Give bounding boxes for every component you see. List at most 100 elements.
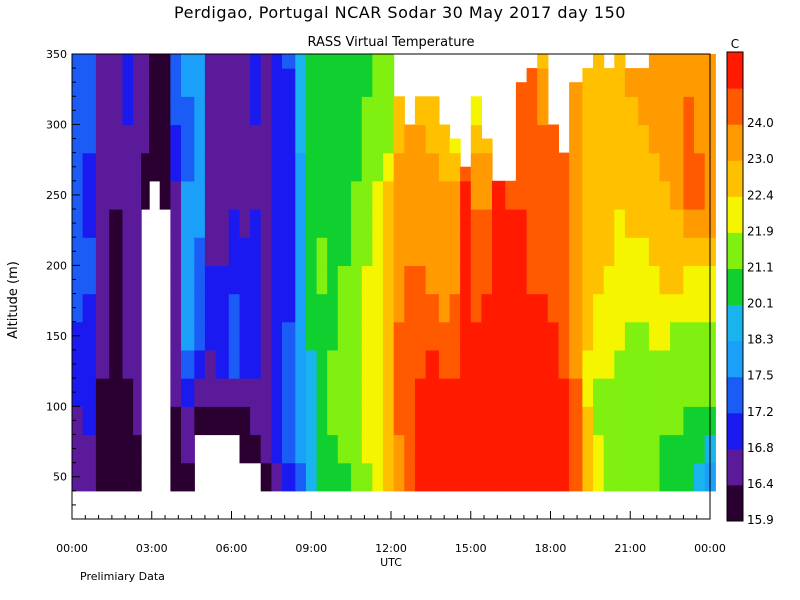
heatmap-cell [425,321,440,351]
heatmap-cell [316,237,328,266]
heatmap-cell [414,378,427,407]
heatmap-cell [492,406,506,436]
heatmap-cell [260,265,272,295]
heatmap-cell [569,124,583,154]
heatmap-cell [505,462,517,492]
heatmap-cell [593,462,605,492]
heatmap-cell [239,406,251,436]
heatmap-cell [515,378,528,407]
colorbar-label: 15.9 [747,513,774,527]
heatmap-cell [228,265,240,295]
heatmap-cell [659,406,671,436]
heatmap-cell [361,349,373,379]
heatmap-cell [327,68,339,97]
heatmap-cell [337,237,352,266]
heatmap-cell [659,68,671,97]
heatmap-cell [425,180,440,210]
heatmap-cell [624,152,639,182]
heatmap-cell [133,293,142,323]
heatmap-cell [603,321,615,351]
heatmap-cell [383,378,395,407]
heatmap-cell [470,209,482,238]
heatmap-cell [305,434,318,464]
heatmap-cell [470,378,482,407]
heatmap-cell [569,237,583,266]
heatmap-cell [305,237,318,266]
heatmap-cell [372,124,384,154]
heatmap-cell [260,180,272,210]
heatmap-cell [337,349,352,379]
heatmap-cell [547,265,559,295]
heatmap-cell [337,209,352,238]
heatmap-cell [82,321,97,351]
heatmap-cell [305,124,318,154]
heatmap-cell [72,209,84,238]
y-axis: 50 100 150 200 250 300 350 [46,48,80,520]
heatmap-cell [82,209,97,238]
heatmap-cell [505,321,517,351]
heatmap-cell [109,462,124,492]
colorbar-segment [727,232,743,269]
heatmap-cell [670,209,684,238]
heatmap-cell [295,349,307,379]
heatmap-cell [295,434,307,464]
heatmap-cell [72,265,84,295]
heatmap-cell [72,68,84,97]
heatmap-cell [327,265,339,295]
heatmap-cell [393,209,405,238]
heatmap-cell [295,293,307,323]
heatmap-cell [404,349,416,379]
heatmap-cell [122,321,134,351]
heatmap-cell [215,293,230,323]
heatmap-cell [260,68,272,97]
heatmap-cell [181,265,195,295]
heatmap-cell [327,152,339,182]
heatmap-cell [582,209,594,238]
heatmap-cell [305,209,318,238]
colorbar-label: 18.3 [747,333,774,347]
heatmap-cell [170,265,182,295]
heatmap-cell [638,378,650,407]
heatmap-cell [383,180,395,210]
heatmap-cell [460,166,472,182]
heatmap-cell [694,462,706,492]
heatmap-cell [361,434,373,464]
heatmap-cell [337,68,352,97]
heatmap-cell [593,321,605,351]
heatmap-cell [526,434,538,464]
heatmap-cell [271,54,283,69]
heatmap-cell [295,378,307,407]
heatmap-cell [481,378,493,407]
heatmap-cell [141,124,150,154]
colorbar-label: 17.5 [747,369,774,383]
heatmap-cell [305,96,318,126]
heatmap-cell [122,462,134,492]
heatmap-cell [670,321,684,351]
heatmap-cell [271,265,283,295]
heatmap-cell [295,237,307,266]
heatmap-cell [271,124,283,154]
heatmap-cell [558,434,570,464]
heatmap-cell [449,265,461,295]
heatmap-cell [305,152,318,182]
heatmap-cell [569,349,583,379]
heatmap-cell [470,321,482,351]
heatmap-cell [383,209,395,238]
heatmap-cell [282,293,296,323]
heatmap-cell [438,180,451,210]
heatmap-cell [582,124,594,154]
heatmap-cell [593,265,605,295]
heatmap-cell [659,209,671,238]
heatmap-cell [537,321,549,351]
heatmap-cell [361,124,373,154]
heatmap-cell [228,406,240,436]
heatmap-cell [648,152,661,182]
heatmap-cell [648,349,661,379]
heatmap-cell [526,209,538,238]
heatmap-cell [492,349,506,379]
heatmap-cell [460,321,472,351]
heatmap-cell [215,349,230,379]
heatmap-cell [683,321,695,351]
heatmap-cell [414,180,427,210]
heatmap-cell [194,321,206,351]
